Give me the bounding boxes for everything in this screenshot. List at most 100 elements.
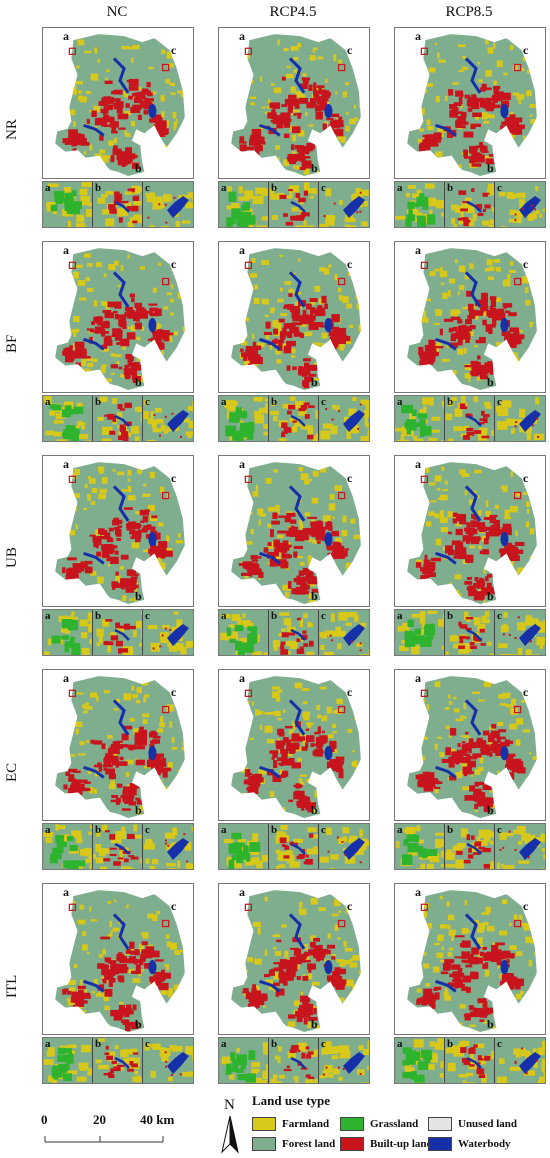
farmland-patch <box>333 709 339 714</box>
farmland-patch <box>277 689 283 693</box>
farmland-patch <box>143 410 149 420</box>
farmland-patch <box>141 988 149 994</box>
builtup-patch <box>116 342 124 345</box>
farmland-patch <box>262 1070 268 1080</box>
builtup-patch <box>123 793 133 799</box>
farmland-patch <box>502 485 508 493</box>
builtup-patch <box>492 96 499 103</box>
farmland-patch <box>461 201 470 209</box>
grassland-patch <box>405 218 412 227</box>
builtup-patch <box>332 553 343 558</box>
farmland-patch <box>492 207 494 213</box>
farmland-patch <box>519 596 527 602</box>
farmland-patch <box>514 155 522 161</box>
builtup-patch <box>148 303 158 306</box>
builtup-patch <box>462 535 472 542</box>
farmland-patch <box>458 650 470 654</box>
grassland-patch <box>228 859 235 869</box>
builtup-patch <box>302 567 310 576</box>
farmland-patch <box>67 1000 76 1006</box>
farmland-patch <box>434 42 437 46</box>
farmland-patch <box>133 824 138 832</box>
builtup-patch <box>112 773 117 780</box>
builtup-patch <box>159 645 162 648</box>
builtup-patch <box>66 990 72 995</box>
builtup-patch <box>295 102 300 108</box>
farmland-patch <box>435 151 443 157</box>
map-cell-bf-rcp85: a c b a b c <box>394 241 546 442</box>
inset-map-svg <box>319 188 369 227</box>
farmland-patch <box>78 1010 87 1013</box>
farmland-patch <box>238 839 247 843</box>
grassland-patch <box>73 406 84 414</box>
builtup-patch <box>148 757 153 763</box>
farmland-patch <box>499 930 508 936</box>
farmland-patch <box>420 699 426 703</box>
farmland-patch <box>239 637 247 646</box>
builtup-patch <box>100 984 105 990</box>
farmland-patch <box>418 304 422 311</box>
farmland-patch <box>181 352 185 357</box>
builtup-patch <box>454 984 458 989</box>
inset-marker-a <box>68 689 77 697</box>
builtup-patch <box>299 366 309 375</box>
farmland-patch <box>255 634 260 643</box>
builtup-patch <box>303 78 309 84</box>
builtup-patch <box>529 640 532 643</box>
builtup-patch <box>305 735 315 743</box>
builtup-patch <box>487 586 497 595</box>
builtup-patch <box>429 1003 436 1009</box>
builtup-patch <box>131 205 139 212</box>
farmland-patch <box>325 592 332 595</box>
farmland-patch <box>249 273 258 278</box>
farmland-patch <box>284 950 288 956</box>
builtup-patch <box>293 948 302 956</box>
builtup-patch <box>102 964 109 971</box>
builtup-patch <box>307 963 316 970</box>
farmland-patch <box>78 297 87 301</box>
builtup-patch <box>135 964 141 972</box>
inset-map-svg <box>144 1043 193 1082</box>
builtup-patch <box>251 559 259 562</box>
inset-panel-a: a <box>43 824 93 869</box>
farmland-patch <box>305 188 317 194</box>
farmland-patch <box>181 284 185 290</box>
map-cell-ub-nc: a c b a b c <box>42 455 194 656</box>
builtup-patch <box>305 854 309 858</box>
inset-map-svg <box>270 182 317 227</box>
farmland-patch <box>123 693 132 701</box>
builtup-patch <box>141 949 151 958</box>
farmland-patch <box>315 1078 318 1083</box>
farmland-patch <box>302 711 310 719</box>
builtup-patch <box>464 94 471 99</box>
builtup-patch <box>459 635 467 639</box>
farmland-patch <box>165 786 168 791</box>
farmland-patch <box>540 833 545 839</box>
farmland-patch <box>330 560 335 568</box>
map-cell-itl-rcp45: a c b a b c <box>218 883 370 1084</box>
farmland-patch <box>304 111 308 116</box>
farmland-patch <box>529 321 533 328</box>
farmland-patch <box>443 652 444 655</box>
farmland-patch <box>153 1046 160 1050</box>
farmland-patch <box>185 202 193 209</box>
farmland-patch <box>179 949 185 953</box>
farmland-patch <box>483 116 488 120</box>
builtup-patch <box>121 733 129 741</box>
builtup-patch <box>115 329 123 338</box>
builtup-patch <box>315 532 325 541</box>
farmland-patch <box>337 630 346 637</box>
builtup-patch <box>314 309 324 317</box>
grassland-patch <box>61 619 73 629</box>
builtup-patch <box>468 309 476 316</box>
builtup-patch <box>298 147 309 155</box>
land-use-map-svg <box>231 248 361 390</box>
map-label-b: b <box>311 803 318 817</box>
farmland-patch <box>349 835 358 843</box>
builtup-patch <box>425 139 433 147</box>
builtup-patch <box>139 313 148 319</box>
builtup-patch <box>456 754 464 761</box>
inset-map-svg <box>226 186 268 227</box>
inset-map-svg <box>93 824 142 869</box>
farmland-patch <box>147 808 152 815</box>
